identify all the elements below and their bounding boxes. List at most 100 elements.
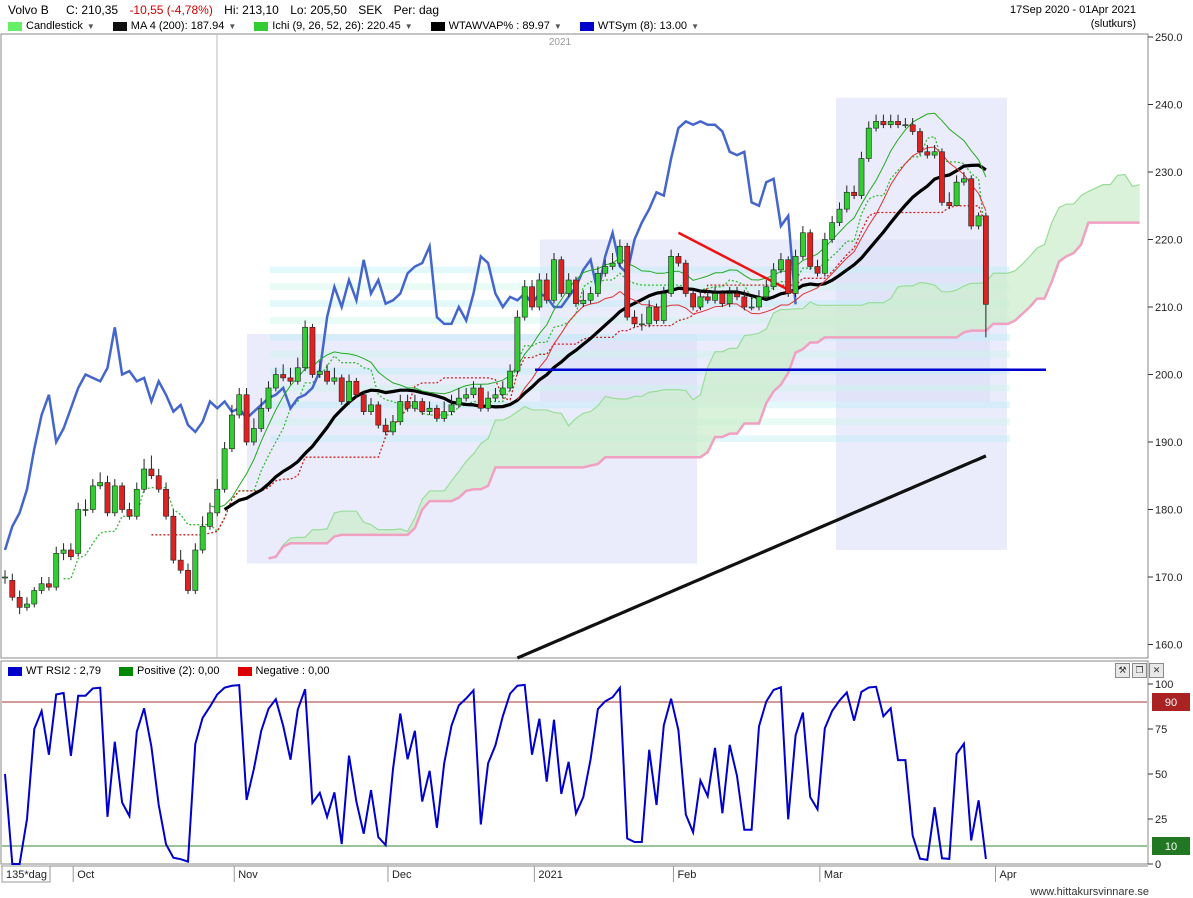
candle-body bbox=[38, 583, 45, 591]
candle bbox=[236, 388, 243, 419]
rsi-legend: WT RSI2 : 2,79 Positive (2): 0,00 Negati… bbox=[8, 664, 348, 678]
candle bbox=[909, 118, 916, 135]
legend-swatch bbox=[430, 21, 445, 31]
candle bbox=[756, 290, 762, 311]
candle-body bbox=[602, 266, 609, 274]
candle-body bbox=[324, 370, 330, 382]
candle bbox=[243, 388, 250, 446]
candle bbox=[426, 401, 433, 415]
candle bbox=[638, 313, 645, 331]
candle-body bbox=[119, 485, 126, 510]
senkou-a-line bbox=[268, 173, 1140, 560]
candle bbox=[16, 590, 23, 615]
chevron-down-icon[interactable]: ▼ bbox=[553, 21, 562, 31]
candle bbox=[902, 118, 909, 129]
chevron-down-icon[interactable]: ▼ bbox=[404, 21, 413, 31]
candle bbox=[829, 215, 836, 243]
volume-profile-band bbox=[270, 334, 1010, 341]
close-price: C: 210,35 bbox=[66, 3, 119, 17]
candle bbox=[668, 249, 675, 297]
time-axis: 135*dag Oct Nov Dec 2021 Feb Mar Apr bbox=[1, 865, 1148, 883]
candle-body bbox=[316, 370, 323, 375]
chevron-down-icon[interactable]: ▼ bbox=[691, 21, 699, 31]
candle bbox=[602, 259, 609, 277]
candle-body bbox=[2, 576, 8, 579]
candle-body bbox=[60, 549, 67, 554]
candle bbox=[887, 114, 894, 129]
candle-body bbox=[931, 151, 938, 156]
legend-rsi[interactable]: WT RSI2 : 2,79 bbox=[8, 664, 101, 678]
price-tick-label: 170.0 bbox=[1155, 572, 1183, 584]
candle-body bbox=[390, 421, 396, 433]
candle-body bbox=[155, 475, 162, 490]
chevron-down-icon[interactable]: ▼ bbox=[86, 21, 95, 31]
candle-body bbox=[587, 293, 594, 301]
candle-body bbox=[778, 259, 784, 271]
candle-body bbox=[807, 232, 814, 267]
candle-body bbox=[287, 377, 294, 382]
candle bbox=[697, 290, 704, 311]
volume-profile-band bbox=[270, 384, 1010, 392]
timeframe-label: 135*dag bbox=[6, 869, 47, 881]
candle bbox=[873, 114, 879, 132]
candle bbox=[346, 374, 352, 405]
candle bbox=[192, 543, 199, 594]
legend-ichimoku[interactable]: Ichi (9, 26, 52, 26): 220.45 ▼ bbox=[254, 19, 413, 33]
close-icon[interactable]: ✕ bbox=[1149, 663, 1164, 678]
candle-body bbox=[668, 256, 675, 294]
timeframe-box[interactable] bbox=[1, 865, 51, 883]
date-range: 17Sep 2020 - 01Apr 2021 (slutkurs) bbox=[1010, 3, 1136, 31]
candle bbox=[163, 482, 169, 520]
candle-body bbox=[616, 245, 623, 264]
candle-body bbox=[748, 306, 755, 309]
price-tick-label: 220.0 bbox=[1155, 235, 1183, 247]
legend-negative[interactable]: Negative : 0,00 bbox=[237, 664, 330, 678]
candle bbox=[185, 563, 191, 594]
candle-body bbox=[924, 151, 931, 156]
legend-positive[interactable]: Positive (2): 0,00 bbox=[119, 664, 220, 678]
candle-body bbox=[111, 485, 118, 514]
legend-label: Candlestick bbox=[26, 20, 83, 32]
candle-body bbox=[177, 559, 184, 571]
candle bbox=[821, 232, 828, 277]
candle bbox=[595, 266, 601, 297]
price-axis: 160.0 170.0 180.0 190.0 200.0 210.0 220.0 230.0… bbox=[1148, 32, 1183, 652]
candle-body bbox=[953, 181, 960, 207]
legend-ma[interactable]: MA 4 (200): 187.94 ▼ bbox=[112, 19, 237, 33]
volume-profile-band bbox=[270, 350, 1010, 358]
candle bbox=[536, 273, 543, 311]
wrench-icon[interactable]: ⚒ bbox=[1115, 663, 1130, 678]
legend-label: WTAWVAP% : 89.97 bbox=[448, 20, 550, 32]
candle-body bbox=[595, 272, 601, 294]
legend-wtawvap[interactable]: WTAWVAP% : 89.97 ▼ bbox=[430, 19, 562, 33]
candle bbox=[646, 300, 653, 328]
candle-body bbox=[250, 428, 257, 443]
candle-body bbox=[272, 374, 279, 389]
candle bbox=[397, 394, 404, 426]
candle-body bbox=[82, 509, 89, 511]
candle bbox=[865, 121, 872, 162]
chevron-down-icon[interactable]: ▼ bbox=[228, 21, 237, 31]
candle-body bbox=[433, 407, 440, 419]
candle-body bbox=[726, 293, 733, 304]
candle bbox=[690, 290, 696, 311]
rsi-tick-label: 50 bbox=[1155, 769, 1167, 781]
candle-body bbox=[565, 279, 572, 294]
candle-body bbox=[507, 370, 513, 389]
candle bbox=[177, 550, 184, 574]
rsi-level-label: 10 bbox=[1165, 841, 1177, 853]
candle bbox=[551, 253, 557, 304]
candle-body bbox=[16, 596, 23, 608]
volume-profile-band bbox=[270, 317, 1010, 324]
candle bbox=[265, 381, 272, 412]
legend-wtsym[interactable]: WTSym (8): 13.00 ▼ bbox=[579, 19, 699, 33]
candle bbox=[463, 388, 470, 402]
candle-body bbox=[192, 549, 199, 591]
legend-swatch bbox=[579, 21, 594, 31]
candle-body bbox=[265, 387, 272, 409]
legend-candlestick[interactable]: Candlestick ▼ bbox=[8, 19, 95, 33]
rsi-level-label: 90 bbox=[1165, 697, 1177, 709]
rsi-tick-label: 25 bbox=[1155, 814, 1167, 826]
maximize-icon[interactable]: ❐ bbox=[1132, 663, 1147, 678]
